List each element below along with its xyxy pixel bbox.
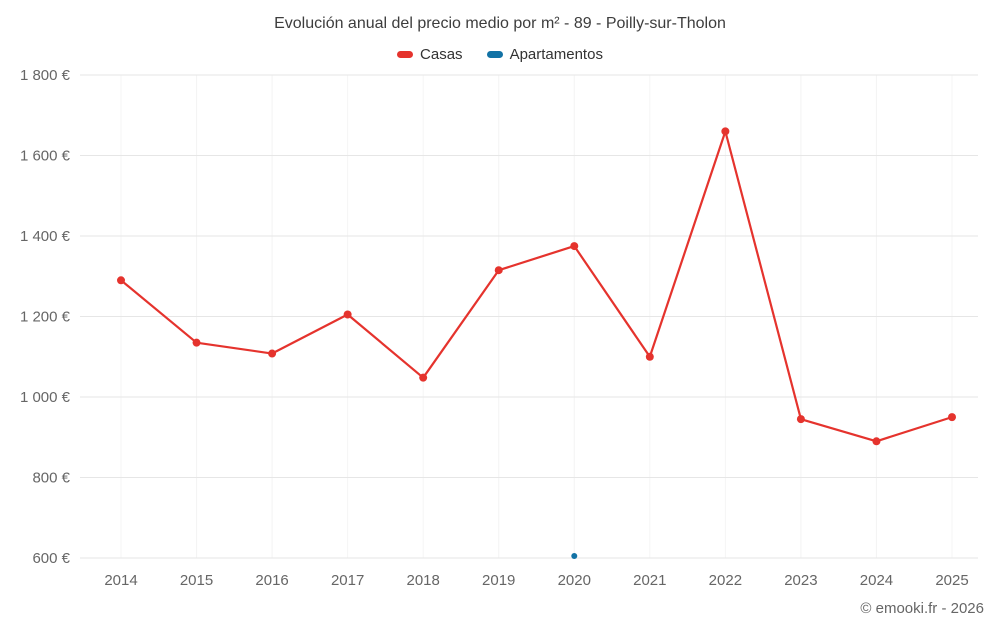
x-axis-label: 2018 [406, 572, 439, 589]
data-point-casas-2023[interactable] [796, 415, 805, 424]
x-axis-label: 2022 [709, 572, 742, 589]
credits-link[interactable]: © emooki.fr - 2026 [860, 600, 984, 617]
legend-item-apartamentos[interactable]: Apartamentos [486, 46, 603, 63]
data-point-casas-2022[interactable] [721, 127, 730, 136]
y-axis-label: 1 000 € [20, 389, 71, 406]
data-point-casas-2016[interactable] [268, 349, 277, 358]
chart-title: Evolución anual del precio medio por m² … [274, 15, 726, 32]
y-axis-label: 800 € [32, 470, 70, 487]
x-axis-label: 2015 [180, 572, 213, 589]
x-axis-label: 2016 [255, 572, 288, 589]
x-axis-label: 2014 [104, 572, 137, 589]
x-axis-label: 2017 [331, 572, 364, 589]
data-point-casas-2025[interactable] [948, 413, 956, 422]
y-axis-label: 600 € [32, 550, 70, 567]
x-axis-label: 2019 [482, 572, 515, 589]
data-point-casas-2018[interactable] [419, 373, 428, 382]
data-point-casas-2019[interactable] [494, 266, 503, 275]
x-axis-label: 2025 [935, 572, 968, 589]
legend-label-casas: Casas [420, 46, 463, 63]
y-axis-label: 1 800 € [20, 67, 71, 84]
legend: Casas Apartamentos [0, 46, 1000, 63]
data-point-casas-2020[interactable] [570, 242, 579, 251]
data-point-apartamentos-2020[interactable] [571, 552, 578, 559]
y-axis-label: 1 600 € [20, 148, 71, 165]
data-point-casas-2021[interactable] [645, 352, 654, 361]
y-axis-label: 1 200 € [20, 309, 71, 326]
legend-marker-apartamentos-icon [486, 51, 503, 58]
x-axis-label: 2020 [558, 572, 591, 589]
data-point-casas-2024[interactable] [872, 437, 881, 446]
x-axis-label: 2021 [633, 572, 666, 589]
legend-marker-casas-icon [397, 51, 414, 58]
legend-item-casas[interactable]: Casas [397, 46, 463, 63]
series-line-casas [119, 130, 954, 443]
legend-label-apartamentos: Apartamentos [509, 46, 603, 63]
data-point-casas-2015[interactable] [192, 338, 201, 347]
x-axis-label: 2024 [860, 572, 893, 589]
data-point-casas-2017[interactable] [343, 310, 352, 319]
data-point-casas-2014[interactable] [117, 276, 125, 285]
x-axis-label: 2023 [784, 572, 817, 589]
y-axis-label: 1 400 € [20, 228, 71, 245]
